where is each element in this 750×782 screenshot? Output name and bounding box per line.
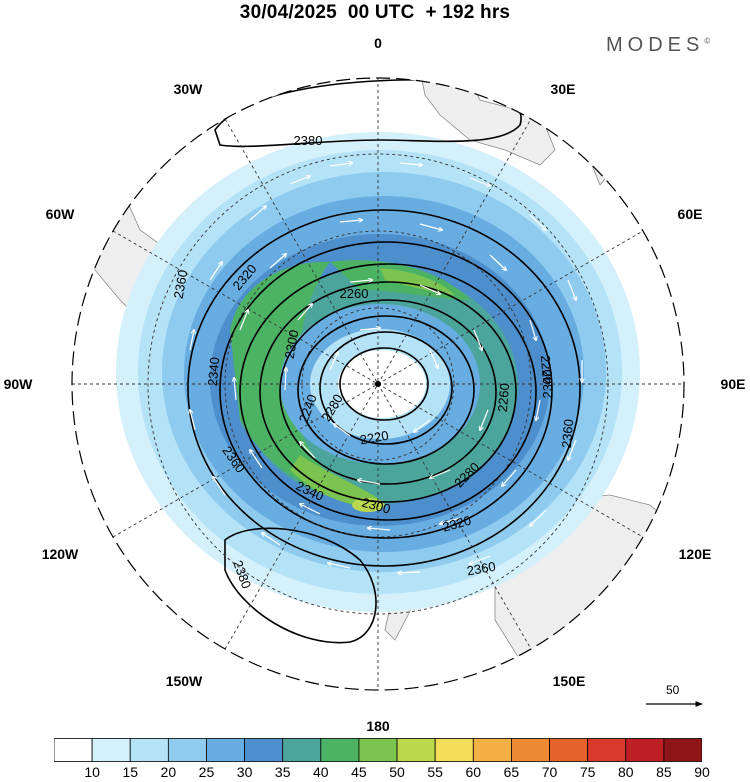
- contour-2340: [219, 241, 553, 539]
- colorbar-swatch: [54, 738, 93, 762]
- lon-label-60e: 60E: [678, 206, 703, 222]
- map-boundary: [71, 77, 685, 691]
- vectors-ring-middle: [234, 220, 541, 530]
- lon-label-120e: 120E: [679, 546, 712, 562]
- colorbar-swatch: [129, 738, 169, 762]
- contour-label: 2300: [282, 329, 302, 360]
- colorbar-swatch: [549, 738, 589, 762]
- contour-2280: [279, 299, 497, 485]
- lon-label-90e: 90E: [721, 376, 746, 392]
- colorbar-tick-label: 50: [389, 764, 405, 780]
- colorbar-tick-label: 15: [122, 764, 139, 780]
- contour-2320: [239, 263, 537, 521]
- contour-labels: 2380 2360 2340 2320 2300 2280 2260 2240 …: [171, 133, 577, 591]
- map-title: 30/04/2025 00 UTC + 192 hrs: [239, 2, 511, 23]
- colorbar-swatch: [91, 738, 131, 762]
- colorbar-tick-label: 40: [313, 764, 329, 780]
- lon-label-150w: 150W: [166, 673, 203, 689]
- colorbar-tick-label: 10: [84, 764, 100, 780]
- contour-label: 2300: [360, 495, 392, 517]
- colorbar-tick-label: 20: [160, 764, 177, 780]
- contour-label: 2320: [441, 513, 473, 535]
- colorbar-tick-label: 90: [694, 764, 710, 780]
- map-content: 2380 2360 2340 2320 2300 2280 2260 2240 …: [72, 78, 684, 690]
- colorbar-swatch: [511, 738, 550, 762]
- colorbar-tick-label: 55: [427, 764, 443, 780]
- contour-2260: [297, 315, 475, 465]
- colorbar: [54, 738, 702, 762]
- colorbar-tick-label: 80: [617, 764, 634, 780]
- lon-label-180: 180: [366, 718, 390, 734]
- colorbar-tick-label: 75: [579, 764, 596, 780]
- colorbar-tick-label: 25: [198, 764, 215, 780]
- colorbar-swatch: [282, 738, 322, 762]
- lon-label-30w: 30W: [174, 81, 204, 97]
- lon-label-0: 0: [374, 35, 382, 51]
- contour-label: 2220: [538, 355, 555, 385]
- colorbar-tick-label: 65: [503, 764, 520, 780]
- colorbar-swatch: [396, 738, 436, 762]
- speed-calm-center: [338, 350, 426, 418]
- colorbar-tick-label: 70: [541, 764, 558, 780]
- contour-label: 2260: [495, 383, 512, 413]
- colorbar-tick-label: 35: [274, 764, 291, 780]
- colorbar-labels: 10 15 20 25 30 35 40 45 50 55 60 65 70 75 80 85 90: [0, 764, 750, 782]
- latitude-circle-1: [301, 307, 455, 461]
- speed-max-50-south: [290, 455, 385, 507]
- contour-2380-south: [224, 527, 377, 644]
- contour-2300: [259, 281, 517, 503]
- contour-2380-north: [214, 79, 522, 148]
- lon-label-60w: 60W: [46, 206, 76, 222]
- africa-land: [419, 78, 556, 166]
- contour-label: 2260: [340, 286, 369, 301]
- arrow-right-icon: [646, 701, 703, 707]
- lon-label-30e: 30E: [551, 81, 576, 97]
- speed-max-50-north: [380, 268, 455, 295]
- contour-label: 2340: [205, 357, 222, 387]
- longitude-labels: 0 30E 60E 90E 120E 150E 180 150W 120W 90…: [4, 35, 746, 734]
- colorbar-swatch: [472, 738, 512, 762]
- height-contours: [187, 79, 581, 644]
- vectors-ring-inner: [285, 280, 489, 485]
- colorbar-tick-label: 85: [656, 764, 672, 780]
- colorbar-swatch: [206, 738, 245, 762]
- lon-label-90w: 90W: [4, 376, 34, 392]
- vectors-ring-outer: [190, 163, 582, 573]
- brand-name: MODES: [606, 34, 705, 56]
- south-pole-marker: [375, 381, 381, 387]
- contour-2360: [187, 209, 581, 567]
- contour-label: 2340: [540, 370, 555, 399]
- colorbar-swatch: [663, 738, 702, 762]
- brand-logo: MODES©: [606, 34, 710, 57]
- contour-label: 2220: [359, 428, 390, 448]
- contour-label: 2360: [466, 559, 497, 579]
- colorbar-tick-label: 30: [236, 764, 253, 780]
- lon-label-120w: 120W: [42, 546, 79, 562]
- reference-vector-label: 50: [666, 683, 680, 697]
- copyright-mark: ©: [704, 36, 711, 46]
- wind-vectors: [190, 163, 582, 573]
- speed-max-45-west: [230, 261, 380, 510]
- colorbar-swatch: [320, 738, 360, 762]
- contour-label: 2360: [559, 419, 576, 449]
- colorbar-tick-label: 60: [465, 764, 482, 780]
- colorbar-tick-label: 45: [351, 764, 367, 780]
- colorbar-swatch: [358, 738, 398, 762]
- contour-label: 2360: [171, 269, 191, 300]
- colorbar-swatch: [587, 738, 627, 762]
- colorbar-swatch: [434, 738, 474, 762]
- contour-label: 2380: [294, 133, 323, 148]
- colorbar-swatch: [244, 738, 284, 762]
- lon-label-150e: 150E: [553, 673, 586, 689]
- colorbar-swatch: [625, 738, 665, 762]
- contour-2240: [319, 331, 453, 445]
- colorbar-swatch: [167, 738, 207, 762]
